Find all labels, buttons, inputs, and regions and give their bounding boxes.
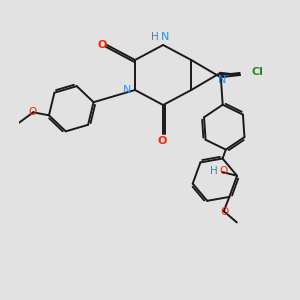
Text: Cl: Cl <box>251 67 263 77</box>
Text: O: O <box>158 136 167 146</box>
Text: N: N <box>161 32 169 43</box>
Text: N: N <box>218 75 226 85</box>
Text: O: O <box>219 166 228 176</box>
Text: O: O <box>97 40 107 50</box>
Text: N: N <box>123 85 132 95</box>
Text: H: H <box>151 32 159 43</box>
Text: O: O <box>29 107 37 117</box>
Text: H: H <box>210 166 218 176</box>
Text: O: O <box>220 206 228 217</box>
